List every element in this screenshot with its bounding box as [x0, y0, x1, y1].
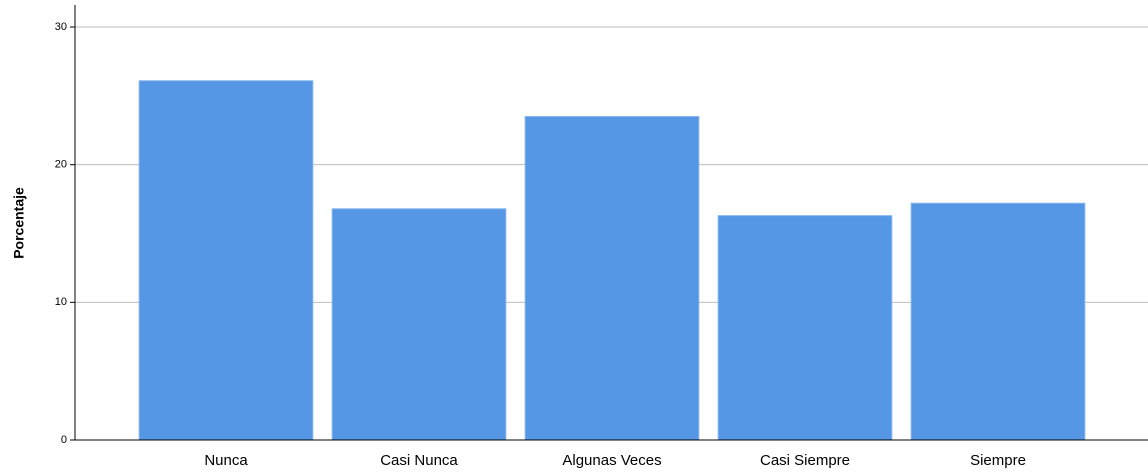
- y-axis-label: Porcentaje: [11, 187, 27, 259]
- x-tick-label: Algunas Veces: [562, 452, 661, 469]
- y-tick-label: 10: [55, 296, 67, 308]
- bar: [138, 80, 314, 441]
- bar: [717, 215, 893, 441]
- x-tick-label: Nunca: [204, 452, 248, 469]
- x-tick-label: Casi Siempre: [760, 452, 850, 469]
- y-tick-label: 30: [55, 21, 67, 33]
- x-tick-label: Casi Nunca: [380, 452, 458, 469]
- x-tick-label: Siempre: [970, 452, 1026, 469]
- bar: [910, 202, 1086, 441]
- bar: [524, 116, 700, 441]
- bar: [331, 208, 507, 441]
- y-tick-label: 0: [61, 434, 67, 446]
- y-tick-label: 20: [55, 159, 67, 171]
